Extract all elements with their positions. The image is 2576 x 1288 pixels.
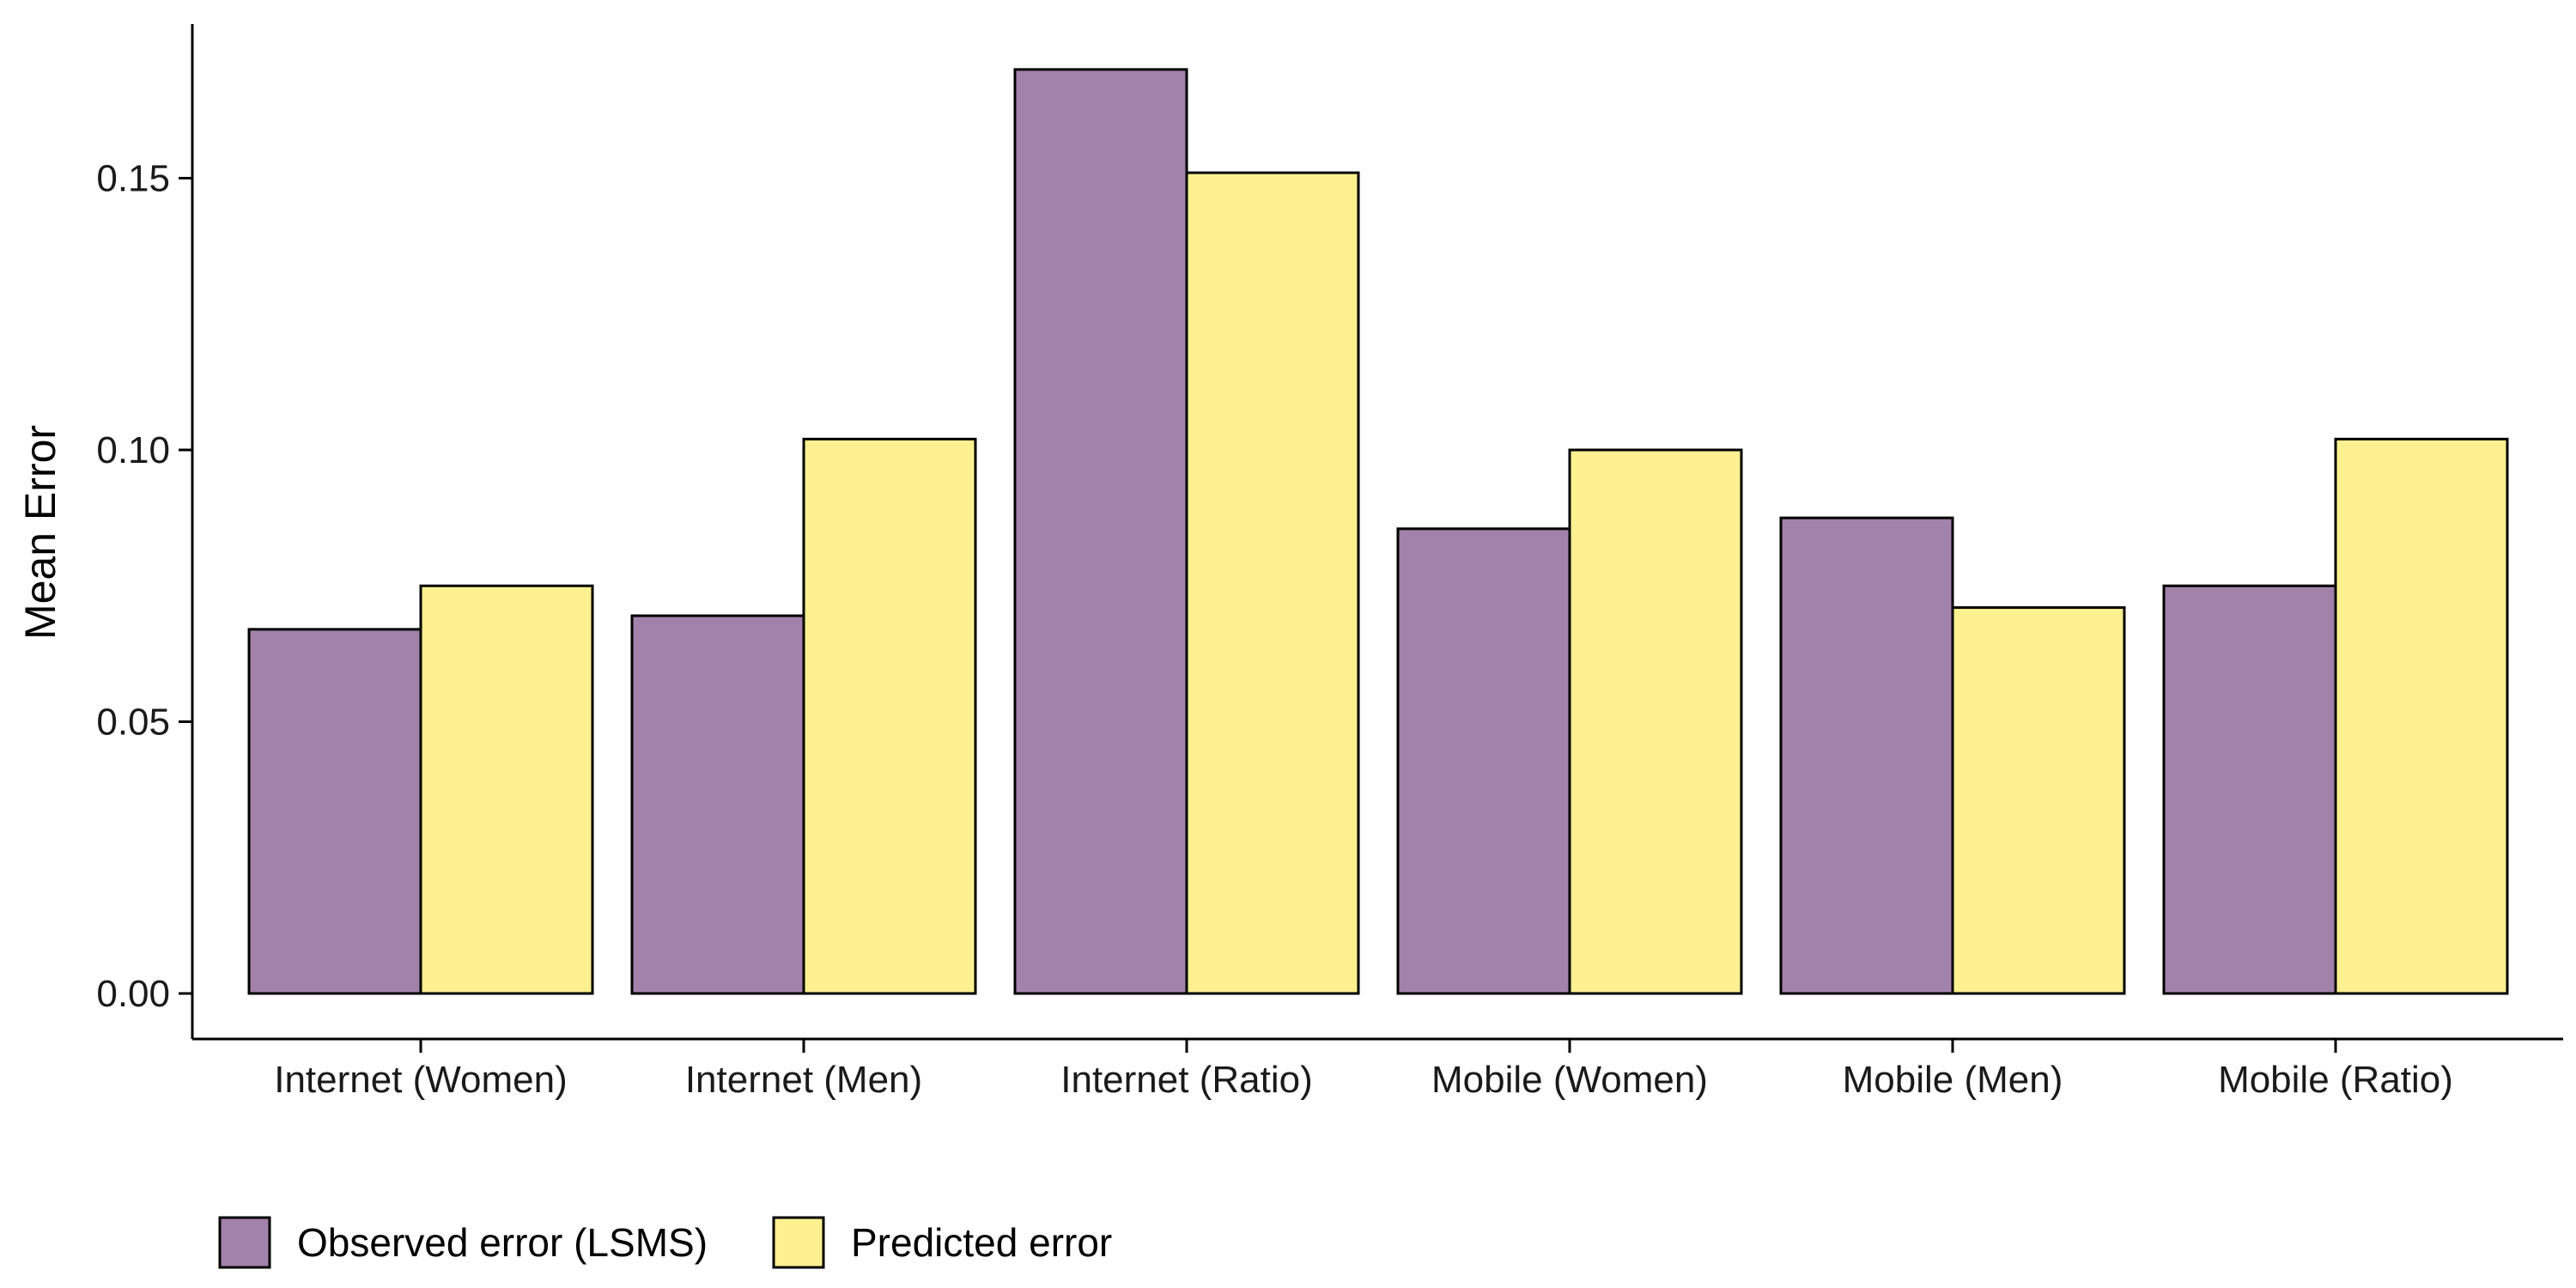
bar-observed: [2162, 584, 2337, 995]
x-tick-label: Mobile (Men): [1843, 1059, 2063, 1101]
y-axis-ticks: 0.00 0.05 0.10 0.15: [96, 158, 192, 1015]
bar-observed: [247, 628, 422, 995]
x-tick-label: Internet (Ratio): [1060, 1059, 1312, 1101]
legend: Observed error (LSMS) Predicted error: [218, 1216, 1112, 1269]
y-tick-label: 0.00: [96, 973, 170, 1015]
bar-predicted: [419, 584, 594, 995]
legend-label: Predicted error: [851, 1220, 1112, 1265]
y-axis-title: Mean Error: [16, 425, 64, 640]
bar-observed: [1779, 516, 1954, 995]
y-tick-label: 0.05: [96, 702, 170, 744]
x-tick-label: Mobile (Ratio): [2218, 1059, 2453, 1101]
x-tick-label: Internet (Men): [685, 1059, 922, 1101]
x-tick-label: Mobile (Women): [1431, 1059, 1708, 1101]
bars: [247, 68, 2509, 995]
legend-swatch: [772, 1216, 825, 1269]
bar-predicted: [1185, 171, 1360, 995]
bar-observed: [1013, 68, 1188, 995]
bar-predicted: [1568, 448, 1743, 995]
x-axis-ticks: Internet (Women) Internet (Men) Internet (…: [274, 1039, 2453, 1101]
legend-label: Observed error (LSMS): [297, 1220, 708, 1265]
legend-swatch: [218, 1216, 271, 1269]
y-tick-label: 0.15: [96, 158, 170, 200]
y-tick-label: 0.10: [96, 429, 170, 471]
bar-observed: [630, 614, 805, 995]
bar-predicted: [802, 437, 977, 995]
x-tick-label: Internet (Women): [274, 1059, 568, 1101]
bar-predicted: [2334, 437, 2509, 995]
bar-observed: [1396, 527, 1571, 995]
bar-predicted: [1951, 606, 2126, 995]
